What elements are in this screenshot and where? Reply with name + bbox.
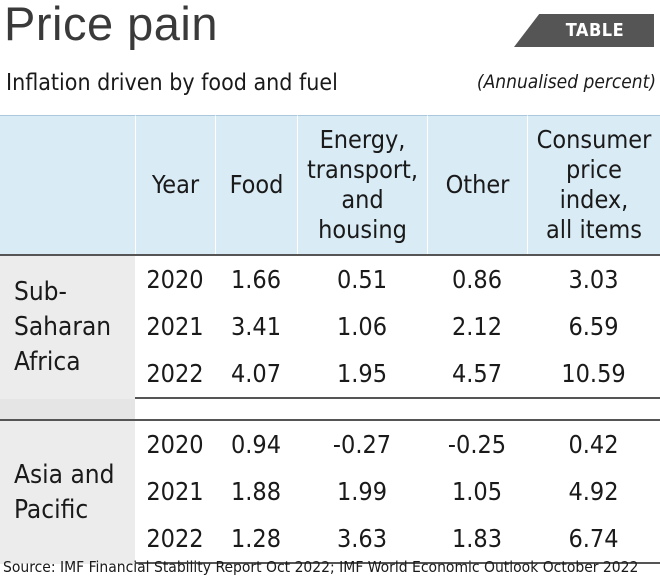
table-tag: TABLE bbox=[514, 14, 654, 47]
other-cell: 0.86 bbox=[427, 254, 527, 303]
cpi-cell: 10.59 bbox=[527, 350, 660, 399]
year-cell: 2022 bbox=[135, 515, 215, 564]
region-line: Saharan bbox=[14, 312, 112, 342]
region-line: Asia and bbox=[14, 459, 115, 490]
food-cell: 4.07 bbox=[215, 350, 297, 399]
subtitle: Inflation driven by food and fuel bbox=[6, 70, 338, 96]
cpi-cell: 6.74 bbox=[527, 515, 660, 564]
energy-cell: -0.27 bbox=[297, 419, 427, 468]
cpi-cell: 4.92 bbox=[527, 468, 660, 515]
cpi-cell: 6.59 bbox=[527, 303, 660, 350]
other-cell: -0.25 bbox=[427, 419, 527, 468]
region-cell: Sub- Saharan Africa bbox=[0, 254, 135, 399]
energy-cell: 1.95 bbox=[297, 350, 427, 399]
energy-cell: 0.51 bbox=[297, 254, 427, 303]
cpi-cell: 0.42 bbox=[527, 419, 660, 468]
header-food: Food bbox=[215, 115, 297, 254]
table-row: 2021 1.88 1.99 1.05 4.92 bbox=[0, 468, 660, 515]
table-row: 2022 1.28 3.63 1.83 6.74 bbox=[0, 515, 660, 564]
other-cell: 1.83 bbox=[427, 515, 527, 564]
region-line: Africa bbox=[14, 347, 81, 377]
region-line: Sub- bbox=[14, 277, 67, 307]
food-cell: 3.41 bbox=[215, 303, 297, 350]
header-year: Year bbox=[135, 115, 215, 254]
energy-cell: 1.99 bbox=[297, 468, 427, 515]
other-cell: 2.12 bbox=[427, 303, 527, 350]
header-line: housing bbox=[318, 215, 407, 244]
header-region bbox=[0, 115, 135, 254]
group-separator bbox=[0, 399, 660, 419]
year-cell: 2022 bbox=[135, 350, 215, 399]
unit-note: (Annualised percent) bbox=[476, 71, 656, 93]
year-cell: 2020 bbox=[135, 419, 215, 468]
source-note: Source: IMF Financial Stability Report O… bbox=[3, 558, 639, 576]
region-line: Pacific bbox=[14, 494, 89, 525]
year-cell: 2020 bbox=[135, 254, 215, 303]
header-line: all items bbox=[546, 215, 642, 244]
other-cell: 1.05 bbox=[427, 468, 527, 515]
cpi-cell: 3.03 bbox=[527, 254, 660, 303]
header-line: Other bbox=[445, 170, 510, 199]
separator-cell bbox=[135, 399, 660, 419]
year-cell: 2021 bbox=[135, 303, 215, 350]
table-row: Asia and Pacific 2020 0.94 -0.27 -0.25 0… bbox=[0, 419, 660, 564]
header-energy: Energy, transport, and housing bbox=[297, 115, 427, 254]
energy-cell: 1.06 bbox=[297, 303, 427, 350]
header-line: Energy, bbox=[319, 125, 406, 154]
energy-cell: 3.63 bbox=[297, 515, 427, 564]
header-line: Food bbox=[229, 170, 284, 199]
table-row: Sub- Saharan Africa 2020 1.66 0.51 0.86 … bbox=[0, 254, 660, 399]
region-cell: Asia and Pacific bbox=[0, 419, 135, 564]
header-line: index, bbox=[559, 185, 629, 214]
inflation-table: Year Food Energy, transport, and housing… bbox=[0, 115, 660, 564]
header-cpi: Consumer price index, all items bbox=[527, 115, 660, 254]
header-line: price bbox=[566, 155, 622, 184]
table-row: 2022 4.07 1.95 4.57 10.59 bbox=[0, 350, 660, 399]
header-row: Year Food Energy, transport, and housing… bbox=[0, 115, 660, 254]
header-line: Consumer bbox=[536, 125, 652, 154]
food-cell: 1.88 bbox=[215, 468, 297, 515]
header-line: transport, bbox=[306, 155, 419, 184]
separator-cell bbox=[0, 399, 135, 419]
table-row: 2021 3.41 1.06 2.12 6.59 bbox=[0, 303, 660, 350]
header-line: and bbox=[341, 185, 384, 214]
header-other: Other bbox=[427, 115, 527, 254]
food-cell: 0.94 bbox=[215, 419, 297, 468]
header-line: Year bbox=[151, 170, 200, 199]
year-cell: 2021 bbox=[135, 468, 215, 515]
other-cell: 4.57 bbox=[427, 350, 527, 399]
page-title: Price pain bbox=[4, 0, 218, 50]
table-tag-label: TABLE bbox=[565, 20, 625, 41]
food-cell: 1.28 bbox=[215, 515, 297, 564]
food-cell: 1.66 bbox=[215, 254, 297, 303]
